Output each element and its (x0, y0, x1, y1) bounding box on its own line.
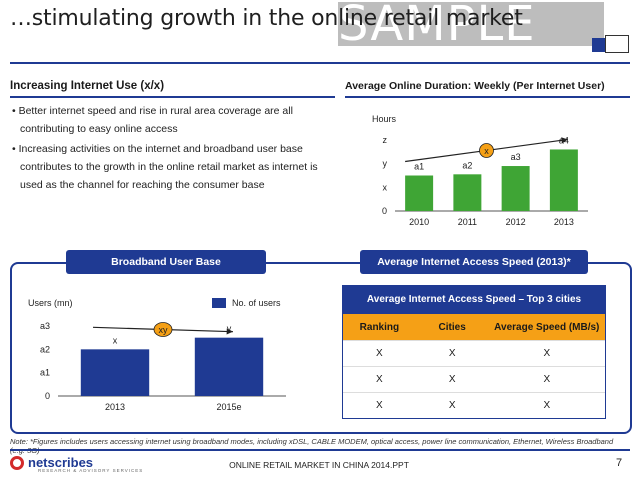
growth-bubble-label: x (484, 146, 489, 156)
x-tick-label: 2012 (506, 217, 526, 227)
footer-text: ONLINE RETAIL MARKET IN CHINA 2014.PPT (229, 460, 409, 470)
x-tick-label: 2015e (216, 402, 241, 412)
bar-data-label: a1 (414, 162, 424, 172)
y-tick-label: 0 (45, 391, 50, 401)
bar (194, 337, 264, 396)
watermark-text: SAMPLE (338, 0, 536, 52)
table-cell: X (448, 348, 456, 359)
brand-name: netscribes (28, 455, 94, 470)
table-header-row: Ranking Cities Average Speed (MB/s) (343, 314, 605, 340)
right-section-heading: Average Online Duration: Weekly (Per Int… (345, 80, 605, 92)
title-divider (10, 62, 630, 64)
footer-divider (10, 449, 630, 451)
speed-banner: Average Internet Access Speed (2013)* (360, 250, 588, 274)
broadband-banner: Broadband User Base (66, 250, 266, 274)
table-cell: X (376, 348, 383, 359)
y-tick-label: x (383, 182, 388, 192)
header-cell: Average Speed (MB/s) (494, 321, 600, 333)
table-cell: X (543, 348, 551, 359)
table-row: X X X (343, 366, 605, 392)
y-tick-label: y (383, 159, 388, 169)
x-tick-label: 2013 (105, 402, 125, 412)
y-tick-label: a1 (40, 368, 50, 378)
table-cell: X (448, 400, 456, 411)
bar-data-label: y (227, 324, 232, 334)
y-axis-label: Users (mn) (28, 298, 73, 308)
page-number: 7 (616, 457, 623, 469)
header-cell: Cities (438, 321, 466, 333)
legend-label: No. of users (232, 298, 281, 308)
table-title: Average Internet Access Speed – Top 3 ci… (343, 286, 605, 314)
bullet-item: • Better internet speed and rise in rura… (12, 105, 293, 135)
online-duration-chart: Hours0xyza12010a22011a32012a42013x (372, 114, 588, 227)
table-cell: X (376, 400, 383, 411)
bar (501, 166, 530, 211)
bullet-item: • Increasing activities on the internet … (12, 143, 318, 191)
table-row: X X X (343, 340, 605, 366)
x-tick-label: 2011 (458, 217, 477, 227)
trend-arrow-head (226, 328, 233, 335)
y-tick-label: a2 (40, 344, 50, 354)
bar (549, 149, 578, 211)
legend-swatch (212, 298, 226, 308)
slide-title: …stimulating growth in the online retail… (10, 6, 523, 31)
bar-data-label: a3 (511, 152, 521, 162)
growth-bubble (479, 143, 494, 158)
right-section-rule (345, 96, 630, 98)
y-tick-label: a3 (40, 321, 50, 331)
left-section-heading: Increasing Internet Use (x/x) (10, 80, 165, 92)
table-cell: X (543, 374, 551, 385)
table-row: X X X (343, 392, 605, 418)
table-cell: X (376, 374, 383, 385)
brand-tagline: RESEARCH & ADVISORY SERVICES (38, 468, 144, 473)
y-tick-label: 0 (382, 206, 387, 216)
y-tick-label: z (383, 135, 388, 145)
table-cell: X (543, 400, 551, 411)
footnote: Note: *Figures includes users accessing … (10, 437, 614, 455)
x-tick-label: 2010 (409, 217, 429, 227)
bar (405, 175, 434, 211)
bullet-list: • Better internet speed and rise in rura… (10, 102, 340, 196)
logo-square (592, 38, 608, 52)
watermark-band (338, 2, 604, 46)
bar (453, 174, 482, 211)
x-tick-label: 2013 (554, 217, 574, 227)
y-axis-label: Hours (372, 114, 397, 124)
left-section-rule (10, 96, 335, 98)
bar-data-label: a2 (462, 160, 472, 170)
growth-bubble (153, 322, 173, 337)
bar (80, 349, 150, 396)
bottom-panel (10, 262, 632, 434)
growth-bubble-label: xy (159, 325, 169, 335)
table-cell: X (448, 374, 456, 385)
broadband-chart: Users (mn) 0 a1 a2 a3 x 2013 y 2015e xy No. of use… (28, 298, 286, 412)
bar-data-label: x (113, 335, 118, 345)
speed-table: Average Internet Access Speed – Top 3 ci… (342, 285, 606, 419)
brand-logo: netscribes RESEARCH & ADVISORY SERVICES (10, 455, 142, 473)
header-cell: Ranking (359, 321, 400, 333)
trend-arrow-head (561, 137, 568, 144)
monitor-icon (605, 35, 629, 53)
brand-circle-icon (10, 455, 24, 470)
